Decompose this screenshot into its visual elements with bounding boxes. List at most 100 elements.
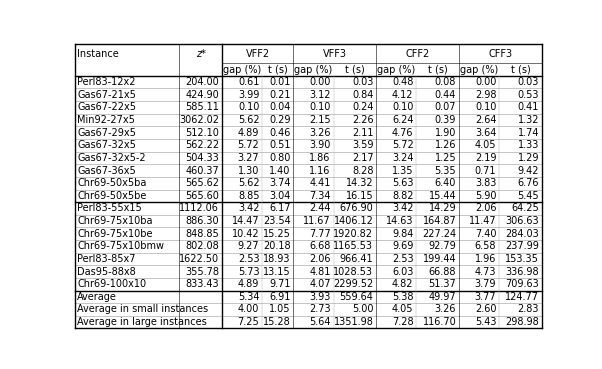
- Text: 6.03: 6.03: [392, 266, 414, 277]
- Text: 3.26: 3.26: [435, 304, 456, 314]
- Text: 15.25: 15.25: [262, 229, 291, 239]
- Text: 0.00: 0.00: [309, 77, 330, 87]
- Text: 153.35: 153.35: [505, 254, 539, 264]
- Text: Average in small instances: Average in small instances: [77, 304, 208, 314]
- Text: 0.00: 0.00: [475, 77, 496, 87]
- Text: 0.61: 0.61: [238, 77, 259, 87]
- Text: 2.83: 2.83: [518, 304, 539, 314]
- Text: Instance: Instance: [77, 49, 119, 59]
- Text: 1920.82: 1920.82: [334, 229, 373, 239]
- Text: 1622.50: 1622.50: [179, 254, 219, 264]
- Text: 2.73: 2.73: [309, 304, 330, 314]
- Text: 7.77: 7.77: [309, 229, 330, 239]
- Text: 1351.98: 1351.98: [334, 317, 373, 327]
- Text: 11.47: 11.47: [469, 216, 496, 226]
- Text: 0.21: 0.21: [269, 90, 291, 100]
- Text: Average in large instances: Average in large instances: [77, 317, 207, 327]
- Text: 2.17: 2.17: [352, 153, 373, 163]
- Text: 0.10: 0.10: [392, 103, 414, 113]
- Text: 2.98: 2.98: [475, 90, 496, 100]
- Text: CFF2: CFF2: [406, 49, 430, 59]
- Text: 6.24: 6.24: [392, 115, 414, 125]
- Text: 23.54: 23.54: [263, 216, 291, 226]
- Text: 5.43: 5.43: [475, 317, 496, 327]
- Text: 4.89: 4.89: [238, 279, 259, 289]
- Text: 0.46: 0.46: [269, 128, 291, 138]
- Text: 585.11: 585.11: [185, 103, 219, 113]
- Text: 51.37: 51.37: [429, 279, 456, 289]
- Text: 966.41: 966.41: [340, 254, 373, 264]
- Text: 0.24: 0.24: [352, 103, 373, 113]
- Text: 4.81: 4.81: [309, 266, 330, 277]
- Text: 6.76: 6.76: [518, 178, 539, 188]
- Text: 13.15: 13.15: [263, 266, 291, 277]
- Text: t (s): t (s): [510, 65, 530, 75]
- Text: 8.82: 8.82: [392, 191, 414, 201]
- Text: 5.38: 5.38: [392, 292, 414, 302]
- Text: 1.26: 1.26: [435, 140, 456, 150]
- Text: 0.03: 0.03: [352, 77, 373, 87]
- Text: 14.63: 14.63: [386, 216, 414, 226]
- Text: 3.64: 3.64: [475, 128, 496, 138]
- Text: 6.58: 6.58: [475, 241, 496, 251]
- Text: Min92-27x5: Min92-27x5: [77, 115, 135, 125]
- Text: Perl83-12x2: Perl83-12x2: [77, 77, 135, 87]
- Text: 4.05: 4.05: [475, 140, 496, 150]
- Text: 15.44: 15.44: [429, 191, 456, 201]
- Text: Average: Average: [77, 292, 117, 302]
- Text: Chr69-75x10be: Chr69-75x10be: [77, 229, 153, 239]
- Text: 0.04: 0.04: [269, 103, 291, 113]
- Text: 886.30: 886.30: [185, 216, 219, 226]
- Text: Chr69-50x5ba: Chr69-50x5ba: [77, 178, 146, 188]
- Text: 0.51: 0.51: [269, 140, 291, 150]
- Text: 5.90: 5.90: [475, 191, 496, 201]
- Text: 6.68: 6.68: [309, 241, 330, 251]
- Text: 1.74: 1.74: [518, 128, 539, 138]
- Text: 199.44: 199.44: [423, 254, 456, 264]
- Text: 0.07: 0.07: [435, 103, 456, 113]
- Text: 1.29: 1.29: [518, 153, 539, 163]
- Text: 3.79: 3.79: [475, 279, 496, 289]
- Text: 4.05: 4.05: [392, 304, 414, 314]
- Text: 6.17: 6.17: [269, 203, 291, 213]
- Text: 0.29: 0.29: [269, 115, 291, 125]
- Text: 2.19: 2.19: [475, 153, 496, 163]
- Text: 802.08: 802.08: [185, 241, 219, 251]
- Text: 460.37: 460.37: [185, 166, 219, 176]
- Text: gap (%): gap (%): [223, 65, 261, 75]
- Text: 2.26: 2.26: [352, 115, 373, 125]
- Text: 4.00: 4.00: [238, 304, 259, 314]
- Text: 16.15: 16.15: [346, 191, 373, 201]
- Text: 227.24: 227.24: [422, 229, 456, 239]
- Text: 0.03: 0.03: [518, 77, 539, 87]
- Text: 4.76: 4.76: [392, 128, 414, 138]
- Text: 676.90: 676.90: [340, 203, 373, 213]
- Text: 3062.02: 3062.02: [179, 115, 219, 125]
- Text: 1406.12: 1406.12: [334, 216, 373, 226]
- Text: 1112.06: 1112.06: [179, 203, 219, 213]
- Text: 9.69: 9.69: [392, 241, 414, 251]
- Text: 5.45: 5.45: [517, 191, 539, 201]
- Text: 3.12: 3.12: [309, 90, 330, 100]
- Text: 0.01: 0.01: [269, 77, 291, 87]
- Text: 7.40: 7.40: [475, 229, 496, 239]
- Text: Gas67-21x5: Gas67-21x5: [77, 90, 136, 100]
- Text: 3.77: 3.77: [475, 292, 496, 302]
- Text: 5.00: 5.00: [352, 304, 373, 314]
- Text: 0.80: 0.80: [269, 153, 291, 163]
- Text: 7.25: 7.25: [238, 317, 259, 327]
- Text: 2.11: 2.11: [352, 128, 373, 138]
- Text: t (s): t (s): [428, 65, 447, 75]
- Text: 3.93: 3.93: [309, 292, 330, 302]
- Text: 6.40: 6.40: [435, 178, 456, 188]
- Text: 0.41: 0.41: [518, 103, 539, 113]
- Text: 2299.52: 2299.52: [333, 279, 373, 289]
- Text: 306.63: 306.63: [505, 216, 539, 226]
- Text: 3.42: 3.42: [238, 203, 259, 213]
- Text: 833.43: 833.43: [185, 279, 219, 289]
- Text: 11.67: 11.67: [303, 216, 330, 226]
- Text: 0.10: 0.10: [475, 103, 496, 113]
- Text: 164.87: 164.87: [423, 216, 456, 226]
- Text: 49.97: 49.97: [429, 292, 456, 302]
- Text: 0.84: 0.84: [352, 90, 373, 100]
